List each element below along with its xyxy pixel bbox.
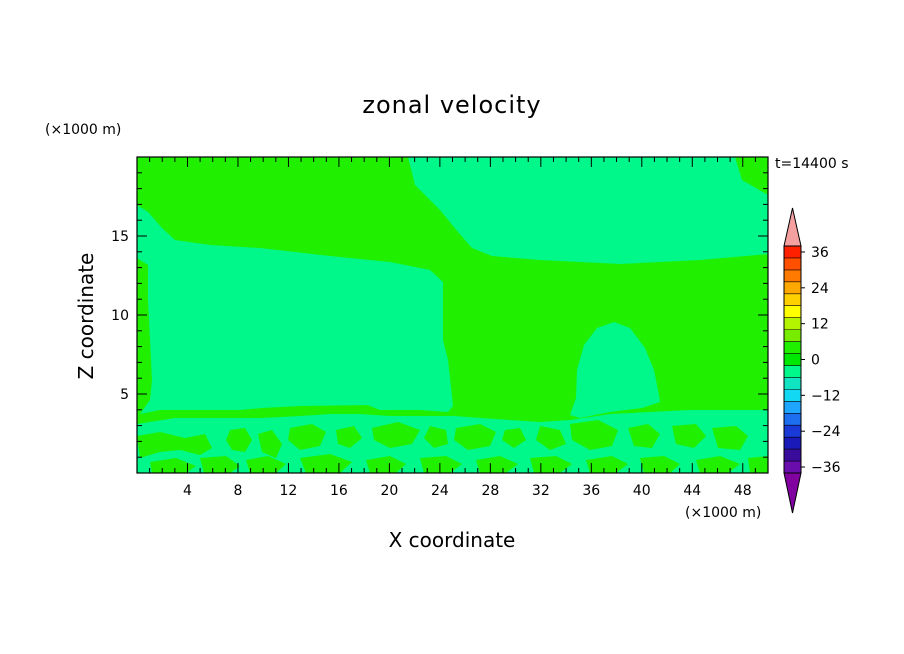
colorbar-segment: [784, 317, 801, 330]
colorbar-tick-label: −24: [811, 424, 841, 440]
colorbar-tick-label: −12: [811, 388, 841, 404]
colorbar-segment: [784, 449, 801, 462]
x-tick-label: 16: [330, 483, 348, 499]
x-axis-label: X coordinate: [389, 528, 516, 552]
colorbar-segment: [784, 365, 801, 378]
colorbar-segment: [784, 329, 801, 342]
contour-bump: [570, 322, 660, 418]
time-label: t=14400 s: [775, 156, 849, 172]
colorbar-segment: [784, 461, 801, 474]
colorbar-segment: [784, 401, 801, 414]
colorbar-tick-label: 0: [811, 353, 820, 369]
colorbar-tick-label: −36: [811, 460, 841, 476]
x-tick-label: 8: [233, 483, 242, 499]
y-unit-label: (×1000 m): [45, 122, 121, 138]
colorbar: 36 24 12 0 −12 −24 −36: [783, 207, 841, 514]
x-unit-label: (×1000 m): [685, 505, 761, 521]
x-tick-label: 28: [481, 483, 499, 499]
x-tick-label: 24: [431, 483, 449, 499]
colorbar-under-triangle: [783, 472, 802, 514]
colorbar-segment: [784, 389, 801, 402]
colorbar-tick-label: 24: [811, 281, 829, 297]
contour-field: [137, 157, 768, 473]
x-tick-label: 12: [280, 483, 298, 499]
colorbar-segment: [784, 413, 801, 426]
y-tick-label: 15: [111, 229, 129, 245]
contour-upper-right: [408, 157, 768, 264]
contour-noise-layer: [137, 420, 768, 473]
colorbar-segment: [784, 293, 801, 307]
x-tick-label: 48: [734, 483, 752, 499]
colorbar-segment: [784, 425, 801, 438]
x-tick-label: 44: [683, 483, 701, 499]
colorbar-segment: [784, 377, 801, 390]
colorbar-segment: [784, 341, 801, 354]
colorbar-tick-label: 12: [811, 317, 829, 333]
colorbar-over-triangle: [783, 207, 802, 247]
x-tick-label: 32: [532, 483, 550, 499]
colorbar-tick-label: 36: [811, 245, 829, 261]
x-tick-label: 20: [380, 483, 398, 499]
x-tick-label: 40: [633, 483, 651, 499]
colorbar-segment: [784, 305, 801, 318]
y-tick-label: 10: [111, 308, 129, 324]
colorbar-segment: [784, 246, 801, 259]
colorbar-segment: [784, 437, 801, 450]
y-axis-label: Z coordinate: [74, 253, 98, 380]
y-tick-label: 5: [120, 387, 129, 403]
colorbar-segment: [784, 269, 801, 283]
contour-mid-layer: [137, 205, 453, 414]
colorbar-segment: [784, 353, 801, 366]
colorbar-segment: [784, 257, 801, 271]
x-tick-label: 36: [582, 483, 600, 499]
x-tick-label: 4: [183, 483, 192, 499]
x-axis-ticks: 4 8 12 16 20 24 28 32 36 40 44 48: [149, 157, 756, 499]
chart-title: zonal velocity: [362, 91, 541, 119]
y-axis-ticks: 5 10 15: [111, 172, 768, 458]
colorbar-segment: [784, 281, 801, 295]
